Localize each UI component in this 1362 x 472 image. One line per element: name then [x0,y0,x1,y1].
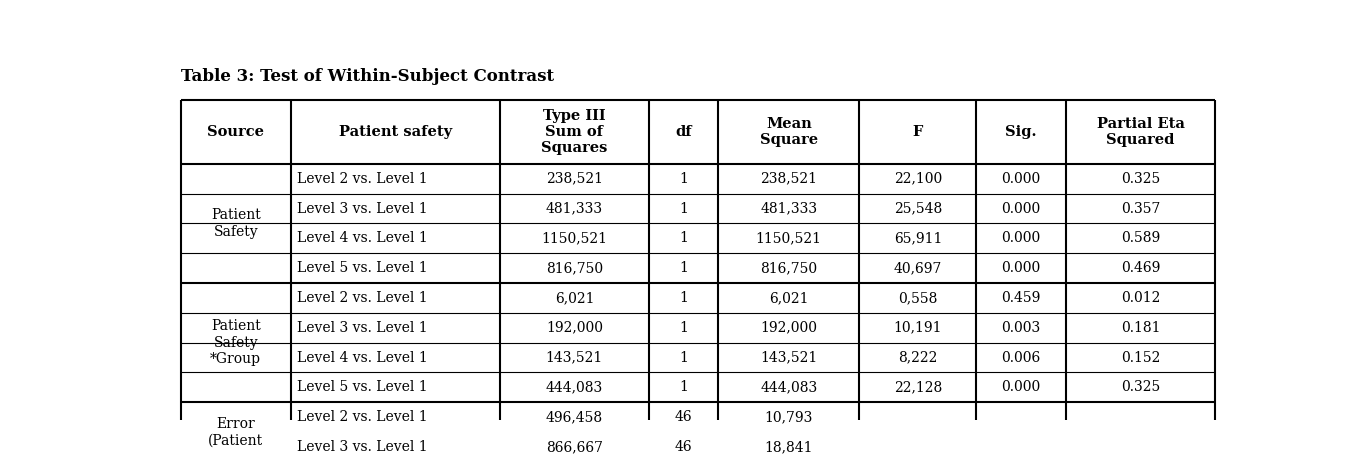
Text: 444,083: 444,083 [546,380,603,395]
Text: 0.152: 0.152 [1121,351,1160,364]
Text: 444,083: 444,083 [760,380,817,395]
Text: 0.000: 0.000 [1001,231,1041,245]
Text: 0.181: 0.181 [1121,321,1160,335]
Text: 1: 1 [680,172,688,186]
Text: 0.357: 0.357 [1121,202,1160,216]
Text: Level 3 vs. Level 1: Level 3 vs. Level 1 [297,440,428,454]
Text: 1: 1 [680,380,688,395]
Text: Source: Source [207,125,264,139]
Text: 0.469: 0.469 [1121,261,1160,275]
Text: Patient safety: Patient safety [339,125,452,139]
Text: df: df [676,125,692,139]
Text: 40,697: 40,697 [893,261,943,275]
Text: 6,021: 6,021 [554,291,594,305]
Text: 22,100: 22,100 [893,172,943,186]
Text: 6,021: 6,021 [770,291,809,305]
Text: 0.006: 0.006 [1001,351,1041,364]
Text: Level 3 vs. Level 1: Level 3 vs. Level 1 [297,202,428,216]
Text: 1: 1 [680,261,688,275]
Text: 22,128: 22,128 [893,380,943,395]
Text: 192,000: 192,000 [546,321,603,335]
Text: Level 2 vs. Level 1: Level 2 vs. Level 1 [297,172,428,186]
Text: 0,558: 0,558 [898,291,937,305]
Text: 143,521: 143,521 [760,351,817,364]
Text: 816,750: 816,750 [760,261,817,275]
Text: 10,793: 10,793 [764,410,813,424]
Text: Sig.: Sig. [1005,125,1036,139]
Text: Table 3: Test of Within-Subject Contrast: Table 3: Test of Within-Subject Contrast [181,67,554,84]
Text: Level 4 vs. Level 1: Level 4 vs. Level 1 [297,351,428,364]
Text: 0.003: 0.003 [1001,321,1041,335]
Text: 0.012: 0.012 [1121,291,1160,305]
Text: 0.000: 0.000 [1001,261,1041,275]
Text: 816,750: 816,750 [546,261,603,275]
Text: 8,222: 8,222 [898,351,937,364]
Text: 0.000: 0.000 [1001,380,1041,395]
Text: 1150,521: 1150,521 [541,231,607,245]
Text: 0.000: 0.000 [1001,202,1041,216]
Text: Patient
Safety: Patient Safety [211,208,260,238]
Text: 1150,521: 1150,521 [756,231,821,245]
Text: 10,191: 10,191 [893,321,943,335]
Text: 65,911: 65,911 [893,231,943,245]
Text: 0.589: 0.589 [1121,231,1160,245]
Text: Mean
Square: Mean Square [760,117,817,147]
Text: Partial Eta
Squared: Partial Eta Squared [1096,117,1185,147]
Text: 1: 1 [680,202,688,216]
Text: Type III
Sum of
Squares: Type III Sum of Squares [541,109,607,155]
Text: 46: 46 [676,440,692,454]
Text: 481,333: 481,333 [760,202,817,216]
Text: 46: 46 [676,410,692,424]
Text: 866,667: 866,667 [546,440,603,454]
Text: 0.325: 0.325 [1121,380,1160,395]
Text: 1: 1 [680,231,688,245]
Text: 238,521: 238,521 [760,172,817,186]
Text: Level 2 vs. Level 1: Level 2 vs. Level 1 [297,410,428,424]
Text: 0.000: 0.000 [1001,172,1041,186]
Text: Level 4 vs. Level 1: Level 4 vs. Level 1 [297,231,428,245]
Text: Patient
Safety
*Group: Patient Safety *Group [210,320,262,366]
Text: 18,841: 18,841 [764,440,813,454]
Text: 192,000: 192,000 [760,321,817,335]
Text: 496,458: 496,458 [546,410,603,424]
Text: F: F [913,125,923,139]
Text: 0.459: 0.459 [1001,291,1041,305]
Text: 1: 1 [680,321,688,335]
Text: Level 2 vs. Level 1: Level 2 vs. Level 1 [297,291,428,305]
Text: 481,333: 481,333 [546,202,603,216]
Text: 0.325: 0.325 [1121,172,1160,186]
Text: Level 5 vs. Level 1: Level 5 vs. Level 1 [297,380,428,395]
Text: 1: 1 [680,291,688,305]
Text: 1: 1 [680,351,688,364]
Text: Error
(Patient: Error (Patient [208,417,263,447]
Text: 25,548: 25,548 [893,202,943,216]
Text: 238,521: 238,521 [546,172,603,186]
Text: Level 5 vs. Level 1: Level 5 vs. Level 1 [297,261,428,275]
Text: Level 3 vs. Level 1: Level 3 vs. Level 1 [297,321,428,335]
Text: 143,521: 143,521 [546,351,603,364]
